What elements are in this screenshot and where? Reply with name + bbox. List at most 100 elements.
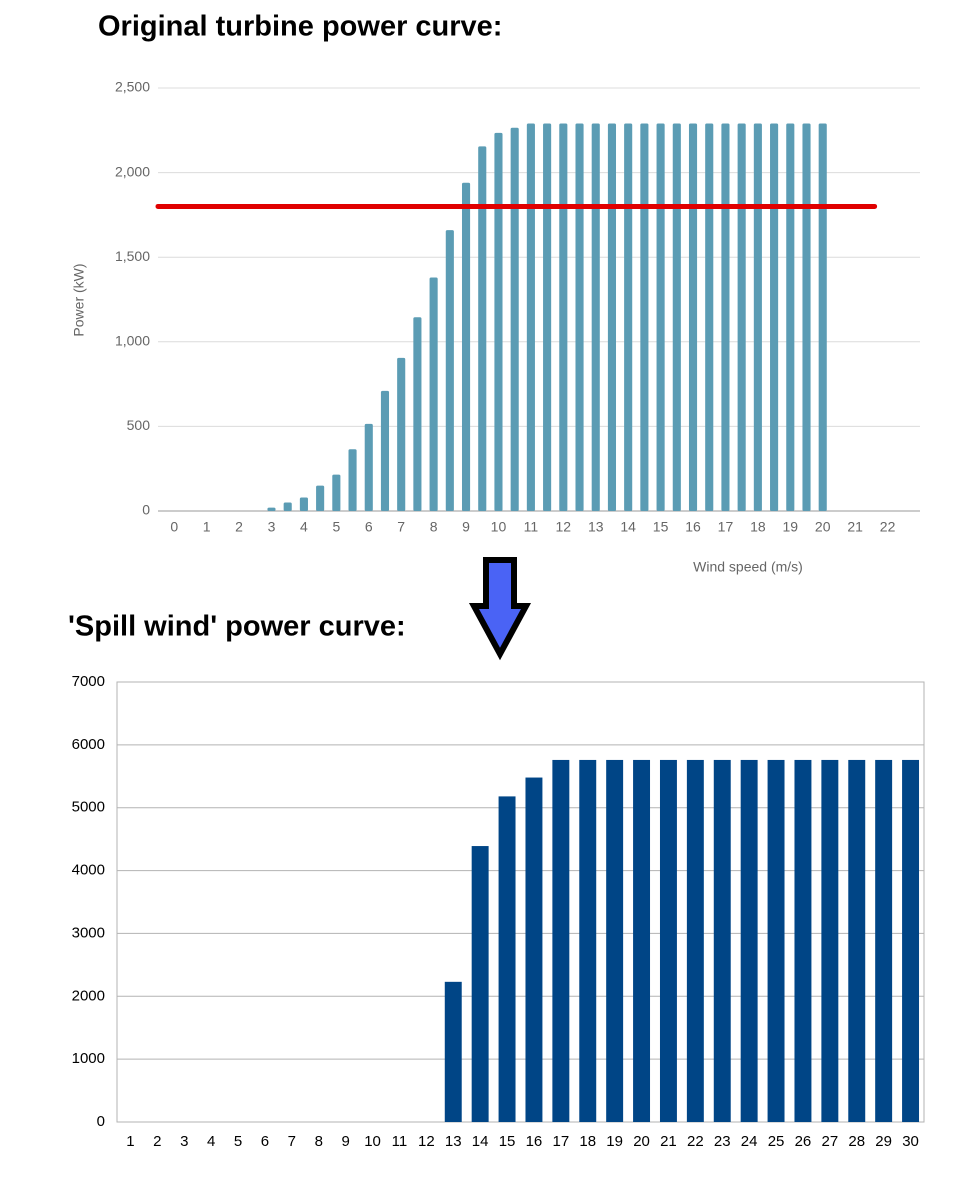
x-tick-label: 23	[714, 1133, 731, 1150]
x-tick-label: 29	[875, 1133, 892, 1150]
x-tick-label: 9	[341, 1133, 349, 1150]
x-tick-label: 21	[847, 519, 863, 535]
bar	[606, 759, 624, 1122]
bar	[552, 759, 570, 1122]
x-tick-label: 2	[235, 519, 243, 535]
x-tick-label: 8	[315, 1133, 323, 1150]
bar	[770, 123, 779, 512]
x-tick-label: 6	[261, 1133, 269, 1150]
x-tick-label: 14	[472, 1133, 489, 1150]
x-tick-label: 30	[902, 1133, 919, 1150]
bar	[721, 123, 730, 512]
bar	[397, 357, 406, 511]
chart-title: 'Spill wind' power curve:	[68, 611, 406, 643]
x-tick-label: 11	[392, 1133, 408, 1150]
x-tick-label: 27	[822, 1133, 839, 1150]
x-tick-label: 11	[524, 519, 539, 535]
bar	[575, 123, 584, 512]
y-tick-label: 7000	[72, 673, 105, 690]
bar	[633, 759, 651, 1122]
bar	[686, 759, 704, 1122]
y-tick-label: 4000	[72, 862, 105, 879]
x-tick-label: 13	[445, 1133, 462, 1150]
bar	[713, 759, 731, 1122]
bar	[672, 123, 681, 512]
y-tick-label: 3000	[72, 924, 105, 941]
x-tick-label: 1	[203, 519, 211, 535]
x-tick-label: 8	[430, 519, 438, 535]
x-tick-label: 5	[332, 519, 340, 535]
x-tick-label: 5	[234, 1133, 242, 1150]
y-tick-label: 2000	[72, 987, 105, 1004]
bar	[875, 759, 893, 1122]
x-tick-label: 2	[153, 1133, 161, 1150]
y-tick-label: 1,000	[115, 333, 150, 349]
x-tick-label: 10	[364, 1133, 381, 1150]
bar	[579, 759, 597, 1122]
x-tick-label: 20	[815, 519, 831, 535]
chart-title: Original turbine power curve:	[98, 11, 502, 43]
bar	[526, 123, 535, 512]
y-tick-label: 0	[97, 1113, 105, 1130]
bar	[267, 507, 276, 511]
y-tick-label: 6000	[72, 736, 105, 753]
bar	[848, 759, 866, 1122]
x-tick-label: 25	[768, 1133, 785, 1150]
x-tick-label: 19	[783, 519, 799, 535]
x-tick-label: 22	[880, 519, 896, 535]
bar	[525, 777, 543, 1122]
y-tick-label: 500	[127, 417, 151, 433]
x-tick-label: 17	[553, 1133, 570, 1150]
bar	[786, 123, 795, 512]
bar	[332, 474, 341, 511]
x-axis-label: Wind speed (m/s)	[693, 559, 803, 575]
bar	[818, 123, 827, 512]
x-tick-label: 18	[579, 1133, 596, 1150]
bar	[794, 759, 812, 1122]
x-tick-label: 20	[633, 1133, 650, 1150]
bar	[364, 423, 373, 511]
bar	[429, 277, 438, 511]
x-tick-label: 22	[687, 1133, 704, 1150]
bar	[498, 796, 516, 1122]
bar	[705, 123, 714, 512]
y-tick-label: 5000	[72, 799, 105, 816]
bar	[767, 759, 785, 1122]
x-tick-label: 28	[848, 1133, 865, 1150]
bar	[607, 123, 617, 512]
x-tick-label: 7	[288, 1133, 296, 1150]
bar	[543, 123, 552, 512]
bar	[380, 390, 390, 511]
y-axis-label: Power (kW)	[71, 263, 87, 336]
bar	[737, 123, 746, 512]
x-tick-label: 6	[365, 519, 373, 535]
bar	[478, 146, 487, 511]
x-tick-label: 26	[795, 1133, 812, 1150]
bar	[444, 981, 462, 1122]
x-tick-label: 0	[170, 519, 178, 535]
x-tick-label: 3	[180, 1133, 188, 1150]
bar	[461, 182, 471, 511]
y-tick-label: 0	[142, 502, 150, 518]
x-tick-label: 4	[207, 1133, 215, 1150]
y-tick-label: 1,500	[115, 248, 150, 264]
plot-frame	[116, 681, 925, 1123]
bar	[688, 123, 698, 512]
bar	[656, 123, 665, 512]
bar	[640, 123, 649, 512]
x-tick-label: 1	[126, 1133, 134, 1150]
x-tick-label: 16	[526, 1133, 543, 1150]
bar	[740, 759, 758, 1122]
bar	[348, 449, 357, 511]
bar	[299, 497, 308, 511]
x-tick-label: 24	[741, 1133, 758, 1150]
bar	[413, 317, 422, 511]
bar	[591, 123, 600, 512]
y-tick-label: 2,500	[115, 79, 150, 95]
x-tick-label: 19	[606, 1133, 623, 1150]
x-tick-label: 15	[499, 1133, 516, 1150]
x-tick-label: 12	[418, 1133, 435, 1150]
bar	[821, 759, 839, 1122]
x-tick-label: 17	[718, 519, 734, 535]
bar	[471, 846, 489, 1122]
